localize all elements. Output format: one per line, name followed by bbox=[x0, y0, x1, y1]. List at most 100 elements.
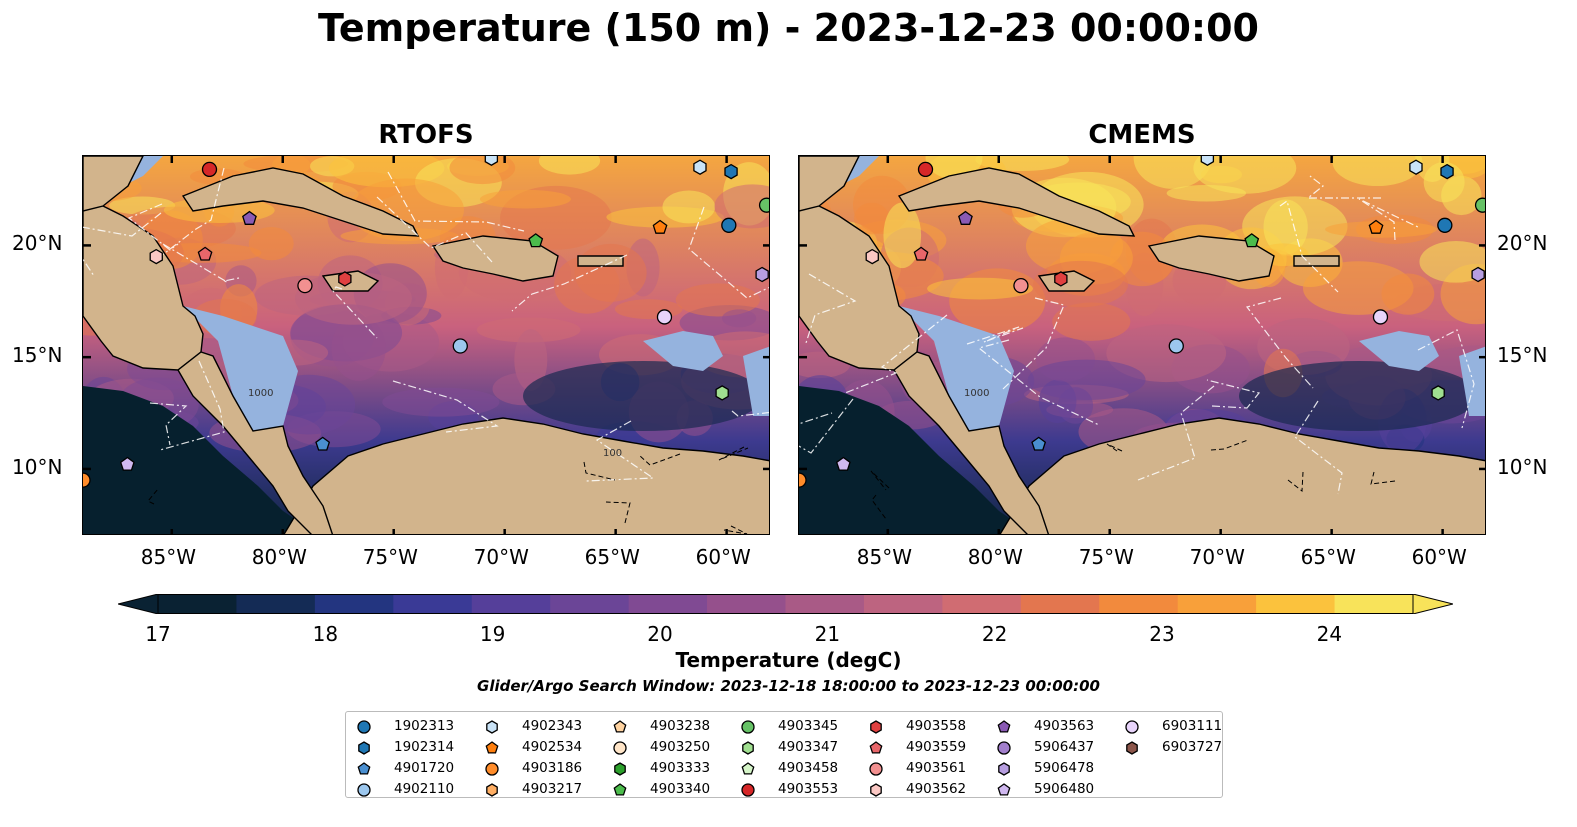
hexagon-marker-icon bbox=[870, 783, 882, 797]
legend-label: 5906437 bbox=[1034, 739, 1095, 755]
float-marker-4903553 bbox=[917, 161, 934, 178]
circle-marker-icon bbox=[357, 720, 371, 734]
legend-label: 1902314 bbox=[394, 739, 455, 755]
float-marker-1902314 bbox=[724, 163, 738, 180]
float-marker-4903553 bbox=[201, 161, 218, 178]
float-marker-4903563 bbox=[958, 210, 973, 225]
hexagon-marker-icon bbox=[870, 720, 882, 734]
circle-marker-icon bbox=[741, 720, 755, 734]
colorbar-extend-max bbox=[1412, 593, 1454, 615]
colorbar-tick-label: 18 bbox=[312, 622, 339, 646]
colorbar-bin bbox=[707, 594, 786, 614]
float-marker-4903347 bbox=[715, 385, 729, 401]
float-marker-1902314 bbox=[1440, 163, 1454, 180]
lon-tick-label: 65°W bbox=[1300, 545, 1356, 569]
legend-marker bbox=[1126, 741, 1138, 755]
colorbar-bin bbox=[863, 594, 943, 614]
circle-marker-icon bbox=[741, 783, 755, 797]
land-mass bbox=[83, 156, 204, 371]
colorbar-tick-label: 21 bbox=[814, 622, 841, 646]
colorbar-bin bbox=[628, 594, 708, 614]
lat-tick-label-left: 15°N bbox=[12, 343, 63, 368]
lon-tick-label: 70°W bbox=[473, 545, 529, 569]
land-mass bbox=[1293, 255, 1340, 267]
colorbar-bin bbox=[236, 594, 316, 614]
pentagon-marker-icon bbox=[613, 783, 627, 796]
float-marker-4902343 bbox=[484, 156, 499, 166]
circle-marker-icon bbox=[485, 762, 499, 776]
legend-marker bbox=[486, 783, 498, 797]
pentagon-marker-icon bbox=[485, 741, 499, 754]
land-mass bbox=[283, 417, 769, 534]
panel-title-cmems: CMEMS bbox=[1088, 120, 1196, 150]
legend-label: 4903561 bbox=[906, 760, 967, 776]
legend-label: 4902343 bbox=[522, 718, 583, 734]
legend-label: 4903217 bbox=[522, 781, 583, 797]
lon-tick-label: 80°W bbox=[251, 545, 307, 569]
map-panel-rtofs: 1000 100 bbox=[82, 155, 770, 535]
colorbar-bin bbox=[785, 594, 865, 614]
colorbar-bin bbox=[1334, 594, 1414, 614]
float-marker-4903345 bbox=[758, 197, 769, 213]
contour-label: 100 bbox=[603, 448, 622, 459]
legend-label: 5906478 bbox=[1034, 760, 1095, 776]
pentagon-marker-icon bbox=[869, 741, 883, 754]
float-marker-4903186 bbox=[83, 472, 91, 488]
land-mass bbox=[577, 255, 624, 267]
pentagon-marker-icon bbox=[741, 762, 755, 775]
lat-tick-label-right: 20°N bbox=[1497, 231, 1548, 256]
colorbar-bin bbox=[314, 594, 394, 614]
legend-label: 4903347 bbox=[778, 739, 839, 755]
colorbar-bin bbox=[393, 594, 473, 614]
legend-marker bbox=[742, 741, 754, 755]
float-marker-4903558 bbox=[338, 271, 352, 287]
float-marker-4901720 bbox=[315, 436, 331, 451]
legend-label: 4903559 bbox=[906, 739, 967, 755]
legend-marker bbox=[997, 720, 1011, 733]
float-marker-4902534 bbox=[1368, 219, 1384, 234]
land-mass bbox=[799, 156, 920, 371]
lon-tick-label: 65°W bbox=[584, 545, 640, 569]
legend-marker bbox=[357, 783, 371, 797]
legend-marker bbox=[741, 720, 755, 734]
lat-tick-label-right: 10°N bbox=[1497, 454, 1548, 479]
land-mass bbox=[181, 167, 420, 237]
colorbar-tick-label: 22 bbox=[981, 622, 1008, 646]
legend-label: 4903238 bbox=[650, 718, 711, 734]
lon-tick-label: 60°W bbox=[1411, 545, 1467, 569]
circle-marker-icon bbox=[357, 783, 371, 797]
lat-tick-label-right: 15°N bbox=[1497, 343, 1548, 368]
colorbar-bin bbox=[158, 594, 237, 614]
figure-title: Temperature (150 m) - 2023-12-23 00:00:0… bbox=[317, 6, 1259, 50]
float-marker-4903340 bbox=[1244, 233, 1260, 248]
legend-label: 6903727 bbox=[1162, 739, 1223, 755]
colorbar-bin bbox=[550, 594, 630, 614]
legend-marker bbox=[741, 783, 755, 797]
circle-marker-icon bbox=[1125, 720, 1139, 734]
legend-marker bbox=[869, 741, 883, 754]
float-marker-4903347 bbox=[1431, 385, 1445, 401]
float-marker-5906480 bbox=[835, 456, 851, 471]
legend-marker bbox=[997, 783, 1011, 796]
legend-marker bbox=[997, 741, 1011, 755]
colorbar-bin bbox=[1020, 594, 1100, 614]
legend-label: 1902313 bbox=[394, 718, 455, 734]
pentagon-marker-icon bbox=[997, 783, 1011, 796]
float-marker-4903558 bbox=[1054, 271, 1068, 287]
float-marker-4903559 bbox=[913, 246, 929, 261]
float-marker-4903562 bbox=[149, 248, 163, 265]
land-mass bbox=[799, 156, 860, 212]
float-marker-1902313 bbox=[721, 217, 737, 233]
legend-label: 4903186 bbox=[522, 760, 583, 776]
float-marker-4901720 bbox=[1031, 436, 1047, 451]
legend-label: 4903333 bbox=[650, 760, 711, 776]
panel-title-rtofs: RTOFS bbox=[378, 120, 474, 150]
colorbar-tick-label: 24 bbox=[1316, 622, 1343, 646]
hexagon-marker-icon bbox=[486, 720, 498, 734]
hexagon-marker-icon bbox=[742, 741, 754, 755]
legend-marker bbox=[613, 720, 627, 733]
colorbar-tick-label: 17 bbox=[145, 622, 171, 646]
hexagon-marker-icon bbox=[358, 741, 370, 755]
legend-label: 5906480 bbox=[1034, 781, 1095, 797]
legend-marker bbox=[357, 762, 371, 775]
